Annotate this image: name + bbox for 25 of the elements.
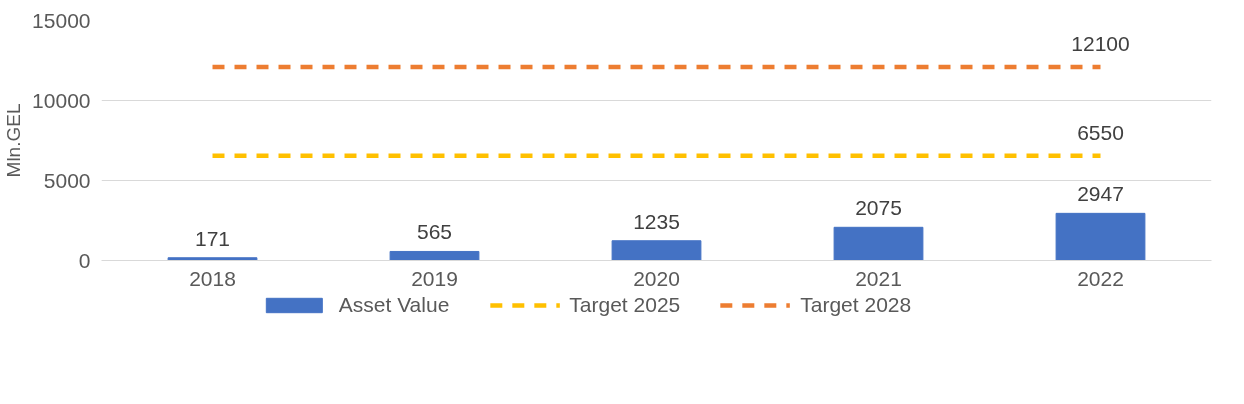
x-tick-label: 2021 — [855, 266, 902, 290]
y-tick-label: 10000 — [32, 88, 91, 112]
x-tick-label: 2022 — [1077, 266, 1124, 290]
bar — [611, 240, 702, 261]
data-label: 565 — [416, 220, 453, 244]
y-tick-label: 15000 — [32, 8, 91, 32]
data-label: 12100 — [1071, 31, 1130, 55]
legend-label: Asset Value — [338, 293, 450, 317]
legend-label: Target 2025 — [569, 293, 681, 317]
x-tick-label: 2020 — [633, 266, 680, 290]
data-label: 1235 — [633, 209, 680, 233]
y-tick-label: 0 — [78, 248, 91, 272]
legend-label: Target 2028 — [800, 293, 912, 317]
x-tick-label: 2019 — [411, 266, 458, 290]
bar — [167, 257, 258, 261]
bar — [833, 226, 924, 261]
bar — [389, 250, 480, 261]
data-label: 171 — [194, 226, 231, 250]
x-tick-label: 2018 — [189, 266, 236, 290]
data-label: 2075 — [855, 196, 902, 220]
y-tick-label: 5000 — [43, 168, 91, 192]
data-label: 6550 — [1077, 120, 1124, 144]
y-axis-title: Mln.GEL — [3, 103, 25, 178]
data-label: 2947 — [1077, 182, 1124, 206]
bar — [1055, 212, 1146, 261]
